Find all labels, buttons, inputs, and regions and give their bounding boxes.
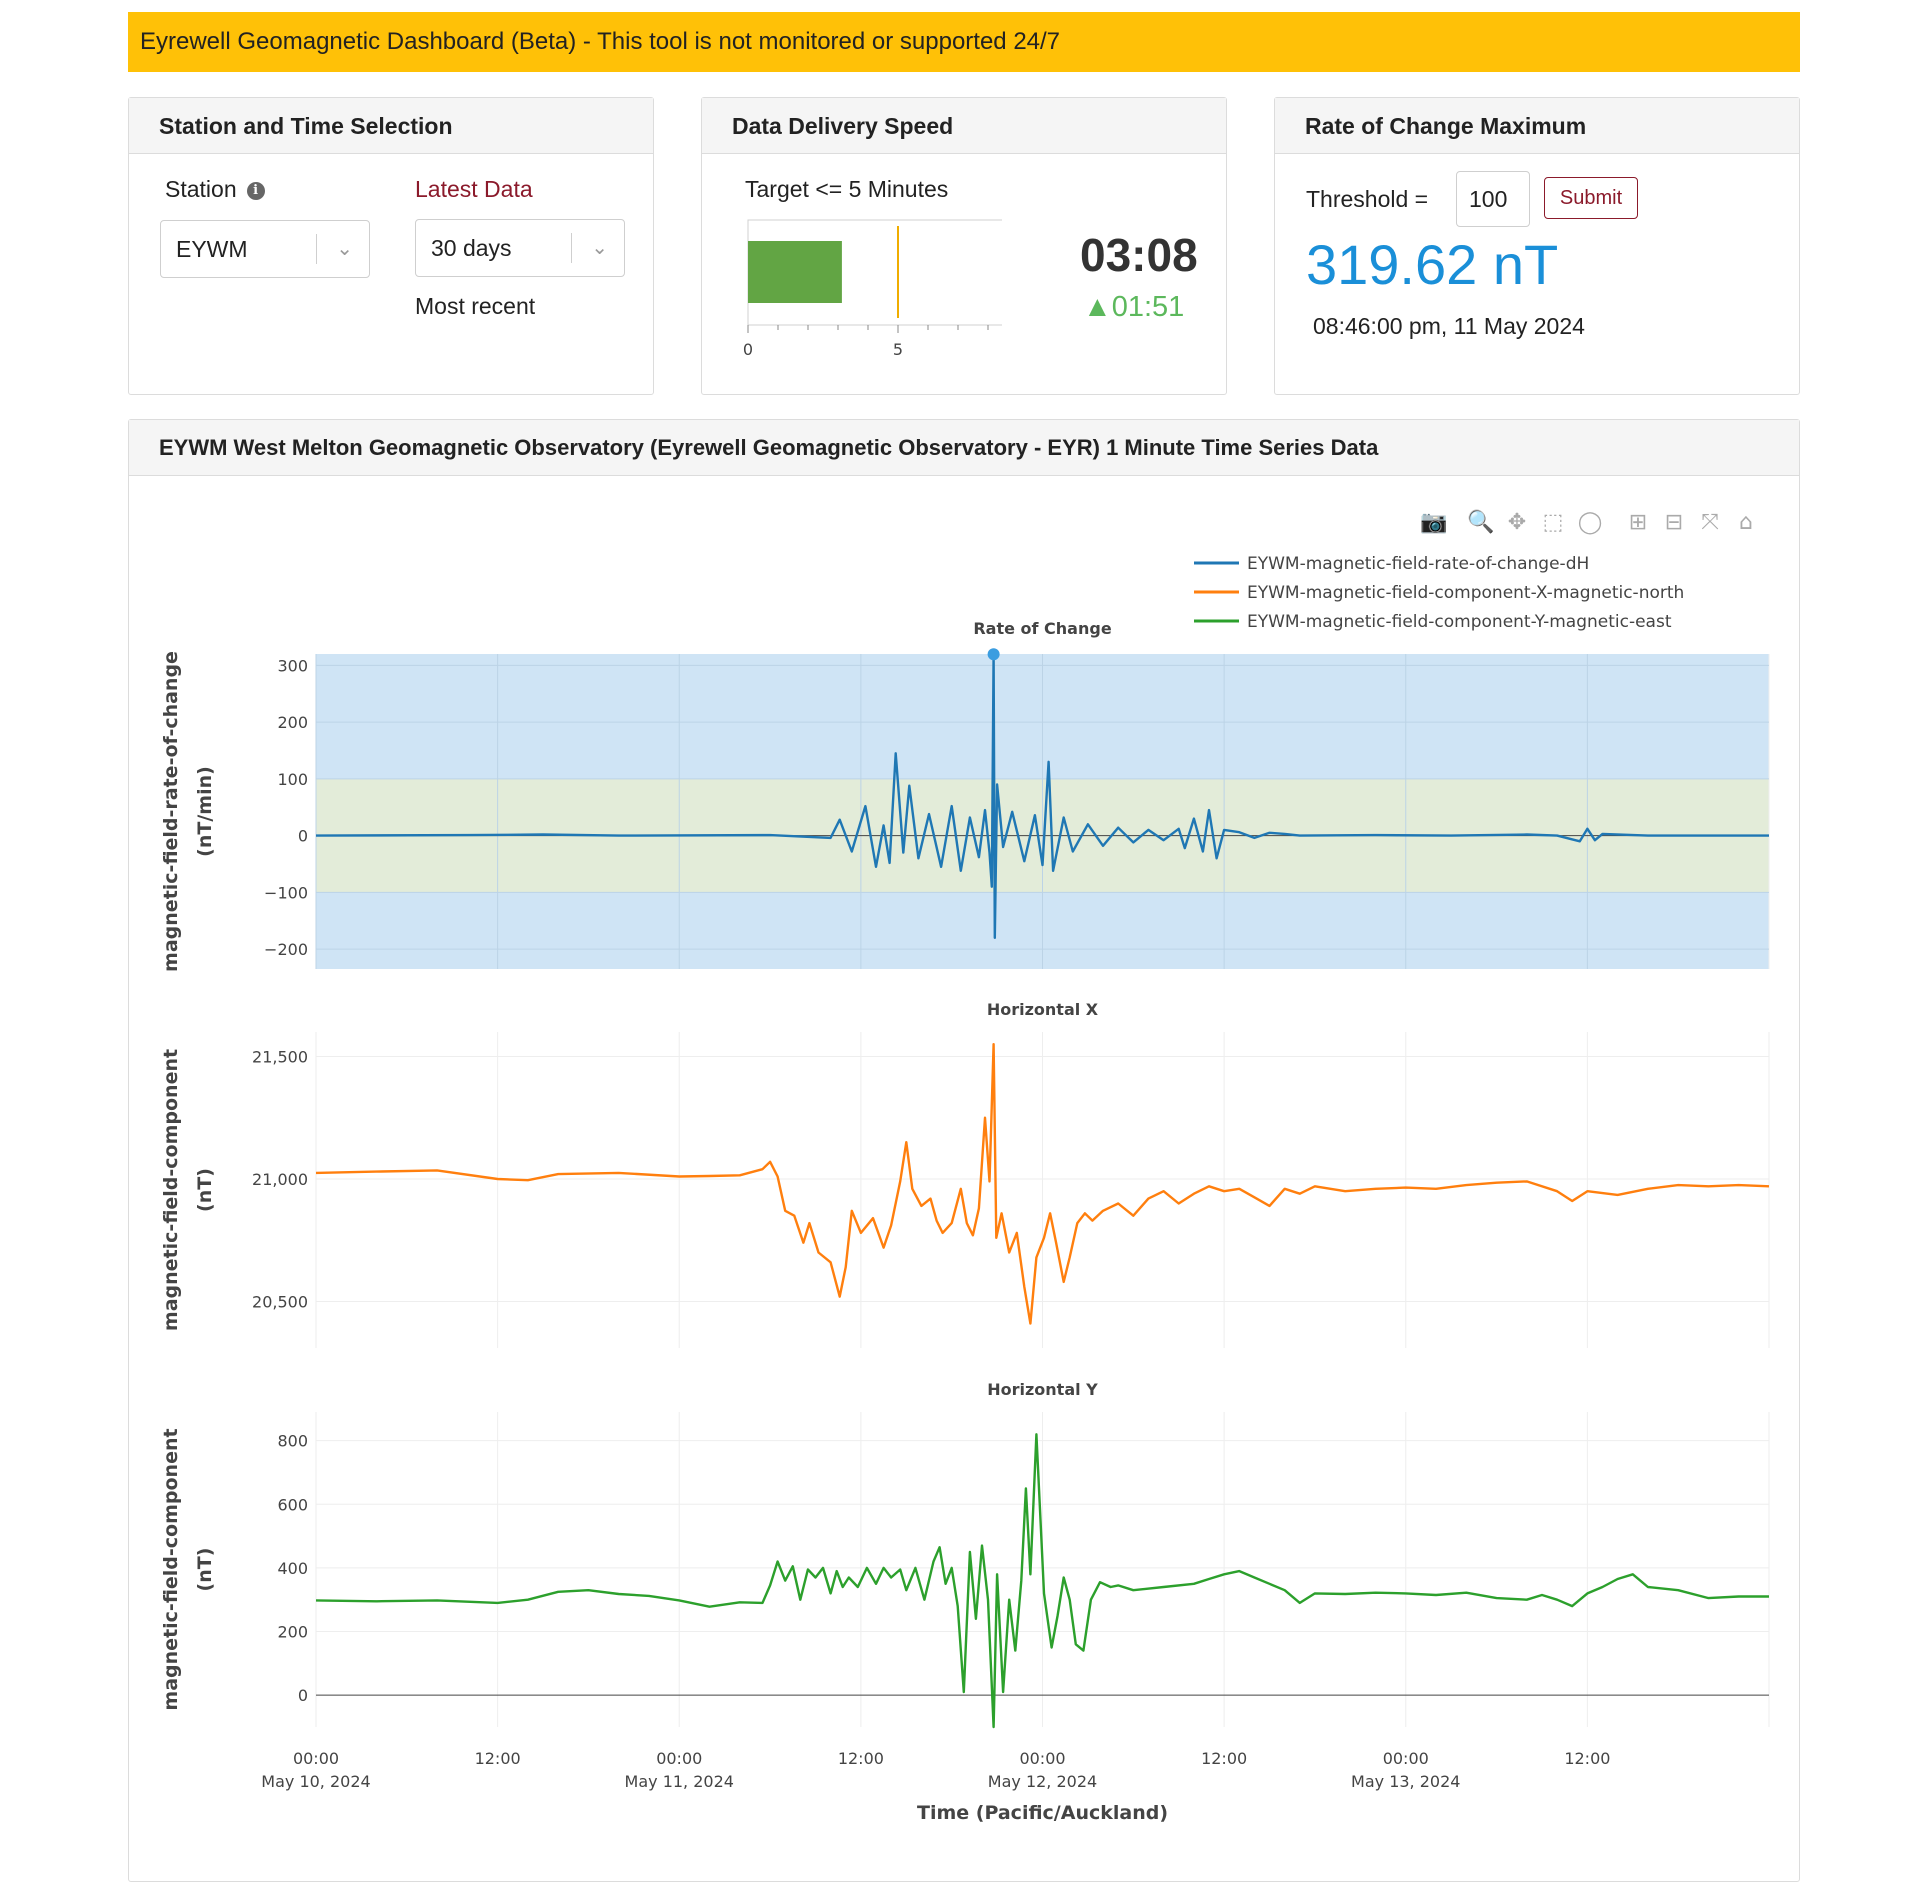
panel-title: Horizontal Y xyxy=(987,1380,1098,1399)
y-tick-label: 600 xyxy=(277,1495,308,1514)
roc-max-time: 08:46:00 pm, 11 May 2024 xyxy=(1313,313,1585,339)
y-tick-label: 200 xyxy=(277,1623,308,1642)
delivery-gauge: 0510 xyxy=(743,219,1002,358)
x-tick-date: May 10, 2024 xyxy=(261,1772,370,1791)
delivery-bar xyxy=(748,241,842,303)
y-tick-label: 0 xyxy=(298,827,308,846)
delivery-speed-card-title: Data Delivery Speed xyxy=(702,98,1226,154)
x-tick-date: May 11, 2024 xyxy=(625,1772,734,1791)
series-line[interactable] xyxy=(315,653,1769,939)
threshold-input[interactable] xyxy=(1456,171,1530,227)
station-time-card-title: Station and Time Selection xyxy=(129,98,653,154)
x-tick-time: 00:00 xyxy=(1019,1749,1065,1768)
y-axis-unit: (nT) xyxy=(194,1548,216,1592)
x-tick-time: 12:00 xyxy=(475,1749,521,1768)
y-axis-unit: (nT/min) xyxy=(194,766,216,857)
x-tick-time: 00:00 xyxy=(293,1749,339,1768)
x-tick-time: 12:00 xyxy=(1201,1749,1247,1768)
chevron-down-icon: ⌄ xyxy=(336,238,353,260)
modebar: 📷 🔍 ✥ ⬚ ◯ ⊞ ⊟ ⤧ ⌂ xyxy=(1420,507,1753,535)
panel-0: 300 200 100 0 −100 −200 Rate of Change magnetic… xyxy=(160,619,1770,972)
y-axis-unit: (nT) xyxy=(194,1168,216,1212)
banner-text: Eyrewell Geomagnetic Dashboard (Beta) - … xyxy=(140,28,1061,55)
y-tick-label: 21,500 xyxy=(252,1047,308,1066)
station-time-card: Station and Time Selection Station i EYWM… xyxy=(128,97,654,395)
most-recent-text: Most recent xyxy=(415,293,536,319)
zoom-out-icon[interactable]: ⊟ xyxy=(1665,510,1683,535)
station-select[interactable]: EYWM ⌄ xyxy=(160,220,370,278)
reset-home-icon[interactable]: ⌂ xyxy=(1739,510,1753,535)
x-tick-date: May 13, 2024 xyxy=(1351,1772,1460,1791)
peak-marker[interactable] xyxy=(987,648,1000,661)
target-text: Target <= 5 Minutes xyxy=(745,176,949,202)
box-select-icon[interactable]: ⬚ xyxy=(1543,510,1564,535)
legend-entry[interactable]: EYWM-magnetic-field-component-X-magnetic… xyxy=(1247,583,1684,603)
delay-delta: ▲01:51 xyxy=(1083,291,1185,323)
beta-warning-banner: Eyrewell Geomagnetic Dashboard (Beta) - … xyxy=(128,12,1800,72)
select-separator xyxy=(316,234,317,264)
gauge-ticks: 0510 xyxy=(743,325,989,358)
zoom-in-icon[interactable]: ⊞ xyxy=(1629,510,1647,535)
series-line[interactable] xyxy=(315,1043,1770,1325)
series-line[interactable] xyxy=(315,1433,1769,1729)
y-axis-label: magnetic-field-rate-of-change xyxy=(160,651,182,972)
station-label-text: Station xyxy=(165,176,237,202)
panel-1: 21,500 21,000 20,500 Horizontal X magnetic-f… xyxy=(160,1000,1770,1348)
gauge-tick-label: 5 xyxy=(893,340,903,358)
lasso-icon[interactable]: ◯ xyxy=(1578,510,1603,535)
y-axis-label: magnetic-field-component xyxy=(160,1428,182,1710)
roc-max-card-title: Rate of Change Maximum xyxy=(1275,98,1799,154)
y-tick-label: 21,000 xyxy=(252,1170,308,1189)
panel-title: Rate of Change xyxy=(973,619,1111,638)
latest-data-label: Latest Data xyxy=(415,176,533,202)
y-tick-label: 20,500 xyxy=(252,1292,308,1311)
legend-entry[interactable]: EYWM-magnetic-field-rate-of-change-dH xyxy=(1247,554,1589,574)
timeseries-plot[interactable]: 📷 🔍 ✥ ⬚ ◯ ⊞ ⊟ ⤧ ⌂ EYWM-magnetic-field-rate-of-cha… xyxy=(129,477,1799,1877)
time-range-select-value: 30 days xyxy=(431,235,512,261)
autoscale-icon[interactable]: ⤧ xyxy=(1701,510,1719,535)
chevron-down-icon: ⌄ xyxy=(591,237,608,259)
roc-max-card: Rate of Change Maximum Threshold = Submi… xyxy=(1274,97,1800,395)
station-label: Station i xyxy=(165,176,265,203)
legend-entry[interactable]: EYWM-magnetic-field-component-Y-magnetic… xyxy=(1247,612,1672,632)
panel-2: 800 600 400 200 0 Horizontal Y magnetic-field-… xyxy=(160,1380,1770,1729)
y-tick-label: −200 xyxy=(264,940,308,959)
y-tick-label: −100 xyxy=(264,883,308,902)
time-range-select[interactable]: 30 days ⌄ xyxy=(415,219,625,277)
gauge-tick-label: 0 xyxy=(743,340,753,358)
x-tick-time: 00:00 xyxy=(656,1749,702,1768)
x-axis-label: Time (Pacific/Auckland) xyxy=(917,1802,1168,1824)
y-tick-label: 400 xyxy=(277,1559,308,1578)
info-icon[interactable]: i xyxy=(246,181,265,200)
timeseries-card: EYWM West Melton Geomagnetic Observatory… xyxy=(128,419,1800,1882)
x-tick-time: 12:00 xyxy=(838,1749,884,1768)
panel-title: Horizontal X xyxy=(987,1000,1099,1019)
timeseries-card-title: EYWM West Melton Geomagnetic Observatory… xyxy=(129,420,1799,476)
legend: EYWM-magnetic-field-rate-of-change-dH EYW… xyxy=(1194,554,1684,632)
submit-button[interactable]: Submit xyxy=(1544,177,1638,219)
y-tick-label: 0 xyxy=(298,1686,308,1705)
select-separator xyxy=(571,233,572,263)
zoom-icon[interactable]: 🔍 xyxy=(1467,507,1494,535)
station-select-value: EYWM xyxy=(176,236,248,262)
x-axis: 00:00 May 10, 2024 12:00 00:00 May 11, 2024 1… xyxy=(261,1749,1610,1824)
x-tick-time: 12:00 xyxy=(1564,1749,1610,1768)
camera-icon[interactable]: 📷 xyxy=(1420,510,1447,535)
x-tick-time: 00:00 xyxy=(1383,1749,1429,1768)
pan-icon[interactable]: ✥ xyxy=(1508,510,1526,535)
delay-value: 03:08 xyxy=(1080,229,1198,281)
delivery-speed-card: Data Delivery Speed Target <= 5 Minutes … xyxy=(701,97,1227,395)
y-tick-label: 800 xyxy=(277,1432,308,1451)
threshold-label: Threshold = xyxy=(1306,186,1429,212)
y-tick-label: 200 xyxy=(277,713,308,732)
y-axis-label: magnetic-field-component xyxy=(160,1049,182,1331)
y-tick-label: 300 xyxy=(277,656,308,675)
x-tick-date: May 12, 2024 xyxy=(988,1772,1097,1791)
roc-max-value: 319.62 nT xyxy=(1306,233,1559,296)
y-tick-label: 100 xyxy=(277,770,308,789)
